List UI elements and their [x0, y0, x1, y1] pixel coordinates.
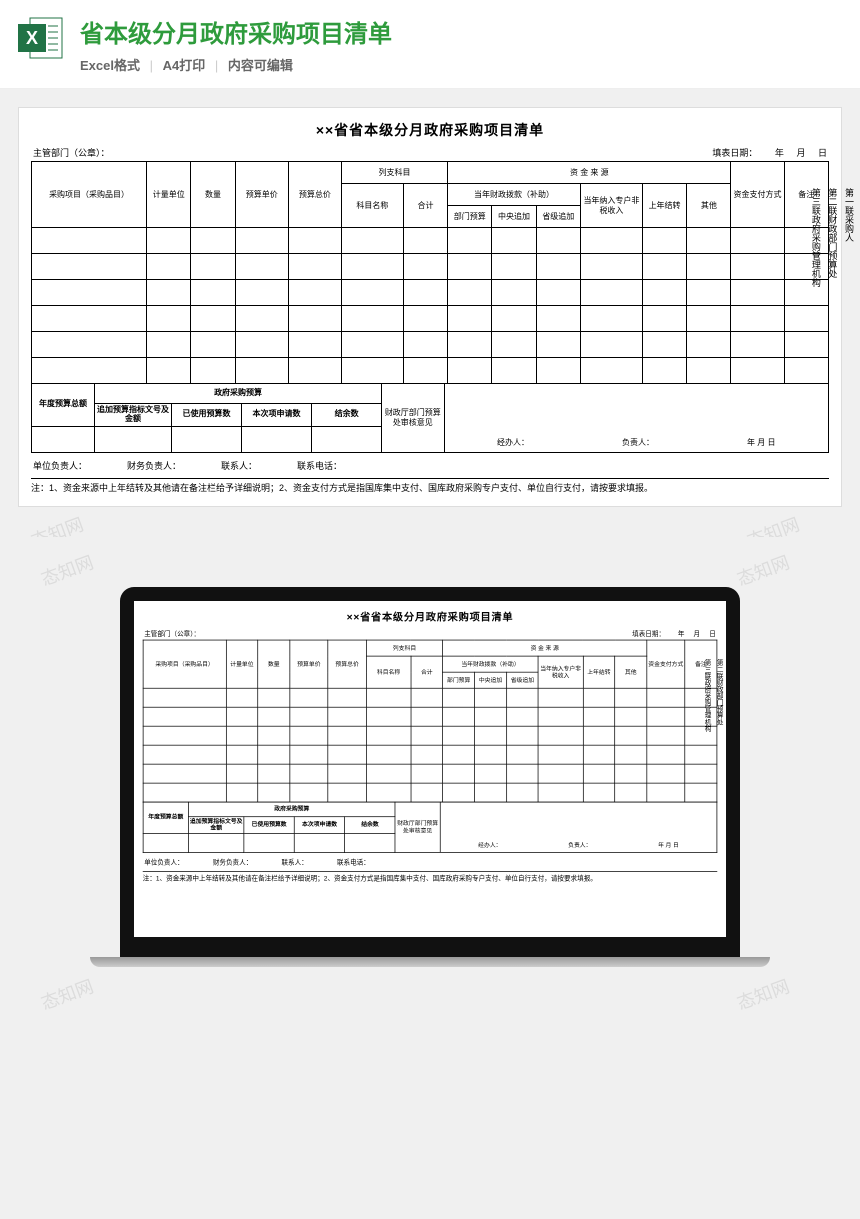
- header-bar: X 省本级分月政府采购项目清单 Excel格式 | A4打印 | 内容可编辑: [0, 0, 860, 89]
- h-total: 预算总价: [328, 640, 366, 688]
- h-subj-name: 科目名称: [341, 184, 403, 228]
- h-f2: 中央追加: [475, 672, 507, 688]
- h-fund-group: 资 金 来 源: [443, 640, 647, 656]
- form-sheet: ××省省本级分月政府采购项目清单 主管部门（公章）： 填表日期： 年 月 日 采…: [134, 601, 726, 892]
- sign-row: 单位负责人： 财务负责人： 联系人： 联系电话：: [143, 857, 718, 866]
- watermark: 态知网: [733, 973, 793, 1016]
- h-subject-group: 列支科目: [341, 162, 447, 184]
- h-f3: 省级追加: [506, 672, 538, 688]
- h-unit: 计量单位: [226, 640, 258, 688]
- h-price: 预算单价: [290, 640, 328, 688]
- h-f6: 其他: [615, 656, 647, 688]
- review-box: 财政厅部门预算处审核意见 经办人： 负责人： 年 月 日: [382, 383, 829, 453]
- h-fund-sub: 当年财政拨款（补助）: [443, 656, 539, 672]
- watermark: 态知网: [37, 549, 97, 592]
- footnote: 注：1、资金来源中上年结转及其他请在备注栏给予详细说明；2、资金支付方式是指国库…: [143, 871, 718, 883]
- h-sum: 合计: [403, 184, 447, 228]
- h-f4: 当年纳入专户非税收入: [538, 656, 583, 688]
- h-f5: 上年结转: [583, 656, 615, 688]
- h-fund-sub: 当年财政拨款（补助）: [448, 184, 581, 206]
- laptop-preview: 态知网 态知网 态知网 态知网 ××省省本级分月政府采购项目清单 主管部门（公章…: [0, 537, 860, 1027]
- h-subject-group: 列支科目: [366, 640, 442, 656]
- side-labels: 第三联政府采购管理机构 第二联财政部门预算处 第一联采购人: [809, 188, 855, 287]
- h-fund-group: 资 金 来 源: [448, 162, 731, 184]
- page-subtitle: Excel格式 | A4打印 | 内容可编辑: [80, 55, 842, 74]
- h-qty: 数量: [191, 162, 235, 228]
- h-item: 采购项目（采购品目）: [143, 640, 226, 688]
- footnote: 注：1、资金来源中上年结转及其他请在备注栏给予详细说明；2、资金支付方式是指国库…: [31, 478, 829, 495]
- dept-label: 主管部门（公章）：: [144, 629, 200, 638]
- sheet-title: ××省省本级分月政府采购项目清单: [31, 120, 829, 140]
- side-labels: 第三联政府采购管理机构 第二联财政部门预算处 第一联采购人: [703, 660, 736, 732]
- dept-label: 主管部门（公章）：: [33, 146, 110, 159]
- sheet-title: ××省省本级分月政府采购项目清单: [143, 610, 718, 625]
- preview-top: 态知网 态知网 态知网 ××省省本级分月政府采购项目清单 主管部门（公章）： 填…: [0, 89, 860, 537]
- laptop-mockup: ××省省本级分月政府采购项目清单 主管部门（公章）： 填表日期： 年 月 日 采…: [120, 587, 740, 967]
- watermark: 态知网: [37, 973, 97, 1016]
- h-f1: 部门预算: [448, 206, 492, 228]
- svg-text:X: X: [26, 28, 38, 48]
- h-f2: 中央追加: [492, 206, 536, 228]
- sign-row: 单位负责人： 财务负责人： 联系人： 联系电话：: [31, 459, 829, 472]
- main-table: 采购项目（采购品目） 计量单位 数量 预算单价 预算总价 列支科目 资 金 来 …: [31, 161, 829, 384]
- h-unit: 计量单位: [147, 162, 191, 228]
- h-pay: 资金支付方式: [647, 640, 685, 688]
- main-table: 采购项目（采购品目） 计量单位 数量 预算单价 预算总价 列支科目 资 金 来 …: [143, 640, 718, 803]
- h-f4: 当年纳入专户非税收入: [580, 184, 642, 228]
- h-subj-name: 科目名称: [366, 656, 411, 688]
- form-sheet: ××省省本级分月政府采购项目清单 主管部门（公章）： 填表日期： 年 月 日 采…: [18, 107, 842, 507]
- review-box: 财政厅部门预算处审核意见 经办人： 负责人： 年 月 日: [396, 802, 718, 853]
- h-sum: 合计: [411, 656, 443, 688]
- h-f5: 上年结转: [642, 184, 686, 228]
- h-f1: 部门预算: [443, 672, 475, 688]
- h-price: 预算单价: [235, 162, 288, 228]
- h-item: 采购项目（采购品目）: [32, 162, 147, 228]
- watermark: 态知网: [733, 549, 793, 592]
- budget-table: 年度预算总额 政府采购预算 追加预算指标文号及金额 已使用预算数 本次项申请数 …: [143, 802, 396, 853]
- h-qty: 数量: [258, 640, 290, 688]
- budget-table: 年度预算总额 政府采购预算 追加预算指标文号及金额 已使用预算数 本次项申请数 …: [31, 383, 382, 453]
- excel-icon: X: [18, 14, 66, 62]
- h-f6: 其他: [687, 184, 731, 228]
- h-f3: 省级追加: [536, 206, 580, 228]
- h-pay: 资金支付方式: [731, 162, 784, 228]
- page-title: 省本级分月政府采购项目清单: [80, 14, 842, 49]
- h-total: 预算总价: [288, 162, 341, 228]
